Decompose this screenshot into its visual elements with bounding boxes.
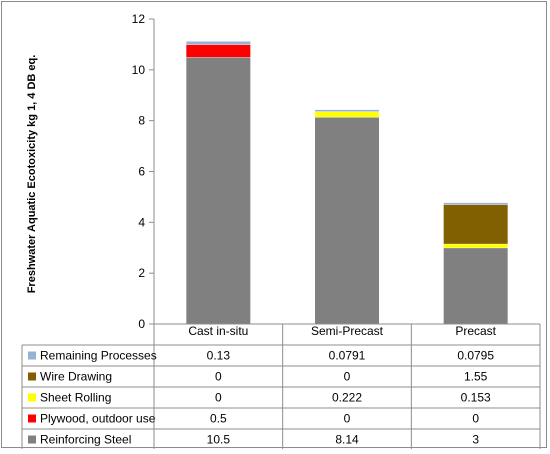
y-tick-label: 6 (138, 165, 145, 179)
y-tick-label: 2 (138, 266, 145, 280)
data-label: 0.5 (210, 412, 227, 426)
stacked-bar-chart: Freshwater Aquatic Ecotoxicity kg 1, 4 D… (21, 12, 541, 451)
data-label: 10.5 (207, 433, 231, 447)
legend-label: Plywood, outdoor use (40, 412, 156, 426)
bar-segment (443, 243, 508, 248)
legend-swatch (28, 393, 36, 402)
bar-segment (186, 44, 251, 58)
legend-label: Sheet Rolling (40, 391, 111, 405)
bar-segment (315, 117, 379, 324)
y-tick-label: 12 (132, 12, 146, 26)
data-label: 0 (344, 370, 351, 384)
data-label: 0 (344, 412, 351, 426)
bar-segment (315, 111, 379, 118)
legend-label: Reinforcing Steel (40, 433, 131, 447)
data-label: 0.153 (461, 391, 491, 405)
data-label: 0 (472, 412, 479, 426)
category-label: Semi-Precast (311, 324, 384, 338)
data-label: 1.55 (464, 370, 488, 384)
y-tick-label: 8 (138, 114, 145, 128)
data-table: Cast in-situ Semi-Precast Precast Remaining… (21, 323, 541, 451)
data-label: 3 (472, 433, 479, 447)
y-axis-label: Freshwater Aquatic Ecotoxicity kg 1, 4 D… (26, 55, 38, 294)
data-label: 0.13 (207, 349, 231, 363)
category-label: Precast (455, 324, 496, 338)
data-label: 0 (215, 391, 222, 405)
legend-swatch (28, 414, 36, 423)
y-tick-label: 4 (138, 215, 145, 229)
data-label: 0.0791 (329, 349, 366, 363)
y-axis: 0 2 4 6 8 10 12 (132, 12, 155, 331)
data-label: 0 (215, 370, 222, 384)
legend-swatch (28, 435, 36, 444)
bars (186, 40, 508, 324)
y-tick-label: 10 (132, 63, 146, 77)
bar-segment (443, 204, 508, 244)
bar-segment (443, 202, 508, 205)
data-label: 0.0795 (457, 349, 494, 363)
legend-label: Wire Drawing (40, 370, 112, 384)
bar-segment (315, 109, 379, 112)
legend-label: Remaining Processes (40, 349, 157, 363)
bar-segment (186, 41, 251, 45)
bar-segment (186, 57, 251, 324)
bar-segment (443, 247, 508, 324)
data-label: 8.14 (335, 433, 359, 447)
y-tick-label: 0 (138, 317, 145, 331)
data-label: 0.222 (332, 391, 362, 405)
legend-swatch (28, 372, 36, 381)
category-label: Cast in-situ (188, 324, 248, 338)
legend-swatch (28, 351, 36, 360)
